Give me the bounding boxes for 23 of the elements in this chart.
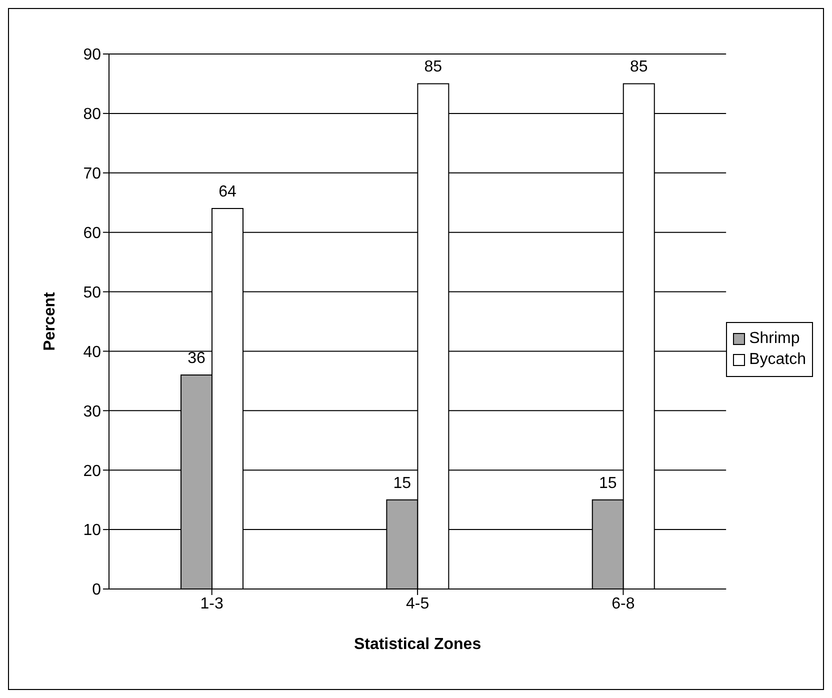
y-axis-title: Percent — [42, 291, 59, 351]
data-label: 85 — [424, 58, 442, 76]
x-tick-label: 4-5 — [406, 595, 430, 612]
x-tick-label: 6-8 — [612, 595, 635, 612]
data-label: 15 — [393, 474, 412, 492]
y-tick-label: 30 — [83, 403, 102, 420]
x-axis-title: Statistical Zones — [354, 636, 482, 653]
y-tick-label: 90 — [83, 46, 102, 64]
data-label: 36 — [188, 350, 206, 367]
data-label: 85 — [630, 58, 648, 76]
legend-label: Bycatch — [749, 350, 806, 368]
y-tick-label: 60 — [83, 225, 102, 242]
data-label: 15 — [598, 474, 617, 492]
y-tick-label: 10 — [83, 522, 102, 540]
y-tick-label: 80 — [83, 106, 102, 124]
y-tick-label: 40 — [83, 344, 102, 361]
x-tick-label: 1-3 — [200, 595, 224, 612]
data-label: 64 — [218, 184, 236, 201]
y-tick-label: 20 — [83, 462, 102, 480]
y-tick-label: 50 — [83, 284, 102, 302]
y-tick-label: 0 — [92, 582, 102, 599]
y-tick-label: 70 — [83, 166, 102, 183]
legend-label: Shrimp — [749, 330, 800, 348]
